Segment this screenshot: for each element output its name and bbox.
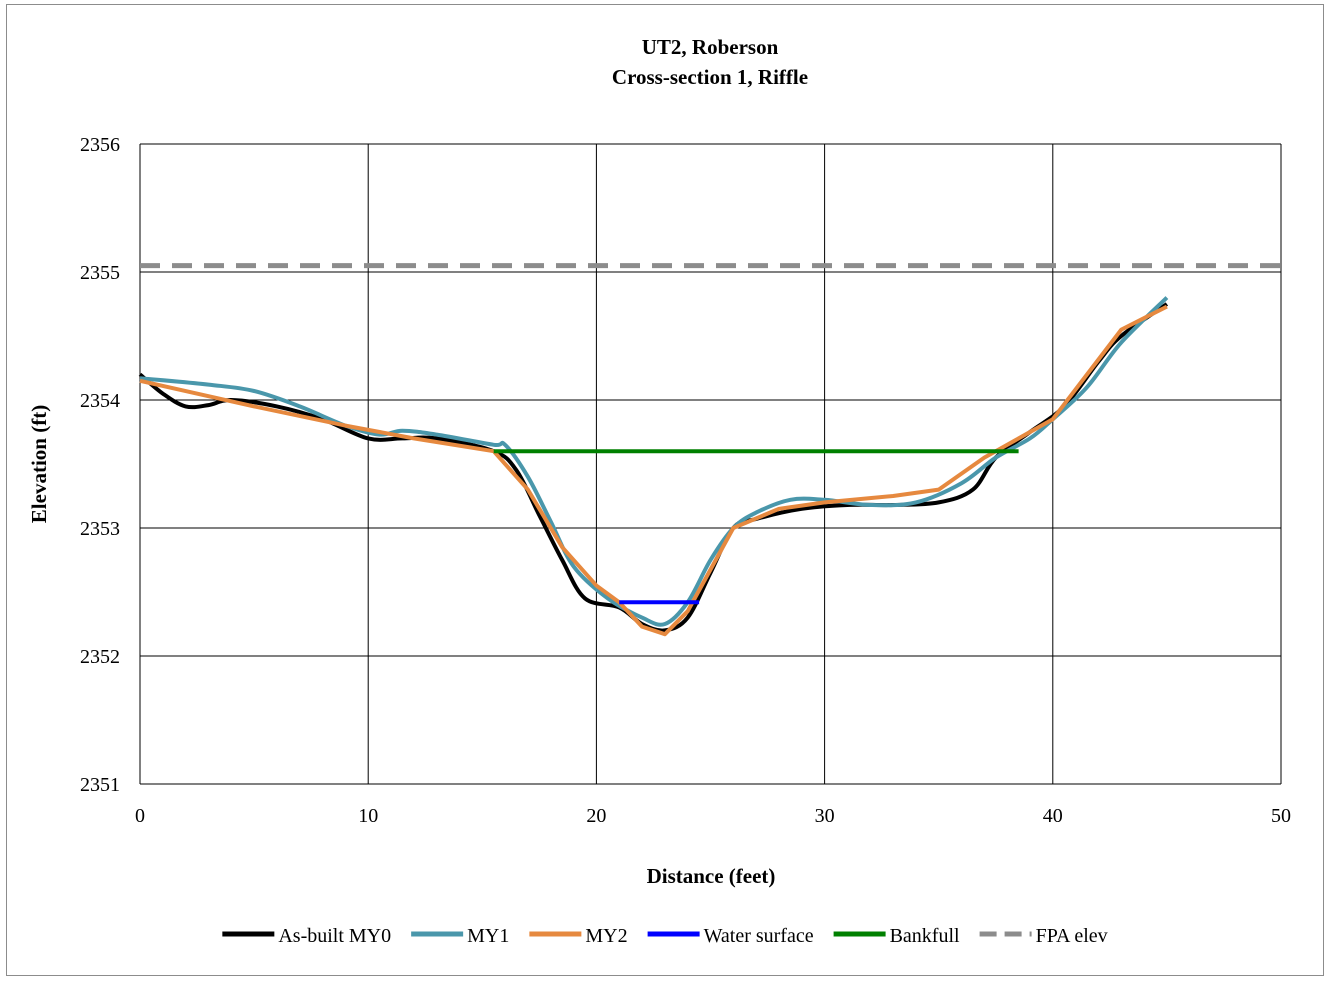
series-line-as-built-my0 xyxy=(138,302,1169,633)
x-tick-label: 30 xyxy=(815,805,835,827)
legend-label: MY2 xyxy=(585,925,627,947)
y-tick-label: 2352 xyxy=(80,646,120,668)
chart-subtitle: Cross-section 1, Riffle xyxy=(612,65,808,89)
y-tick-label: 2355 xyxy=(80,262,120,284)
y-tick-label: 2354 xyxy=(80,390,120,412)
series-line-my2 xyxy=(139,304,1168,637)
series-lines xyxy=(138,263,1281,637)
legend-label: As-built MY0 xyxy=(278,925,391,947)
chart-title: UT2, Roberson xyxy=(642,35,779,59)
legend-label: MY1 xyxy=(467,925,509,947)
tick-labels: 0 10 20 30 40 50 2351 2352 2353 2354 2355 2356 xyxy=(80,134,1291,827)
legend-item-bankfull: Bankfull xyxy=(833,925,960,947)
x-tick-label: 40 xyxy=(1043,805,1063,827)
x-tick-label: 0 xyxy=(135,805,145,827)
x-axis-title: Distance (feet) xyxy=(647,864,776,888)
x-tick-label: 50 xyxy=(1271,805,1291,827)
chart-frame xyxy=(6,4,1324,976)
legend-item-my2: MY2 xyxy=(529,925,628,947)
legend-item-water-surface: Water surface xyxy=(647,925,814,947)
legend-item-my1: MY1 xyxy=(411,925,509,947)
x-tick-label: 20 xyxy=(586,805,606,827)
series-line-my1 xyxy=(139,296,1169,627)
grid xyxy=(139,143,1282,785)
y-tick-label: 2353 xyxy=(80,518,120,540)
legend-label: FPA elev xyxy=(1036,925,1108,947)
legend-item-as-built-my0: As-built MY0 xyxy=(222,925,391,947)
y-tick-label: 2356 xyxy=(80,134,120,156)
legend-label: Bankfull xyxy=(890,925,960,947)
legend-item-fpa-elev: FPA elev xyxy=(979,925,1108,947)
legend-label: Water surface xyxy=(704,925,814,947)
legend: As-built MY0 MY1 MY2 Water surface Bankfull F… xyxy=(222,925,1108,947)
x-tick-label: 10 xyxy=(358,805,378,827)
y-tick-label: 2351 xyxy=(80,774,120,796)
y-axis-title: Elevation (ft) xyxy=(27,405,51,523)
